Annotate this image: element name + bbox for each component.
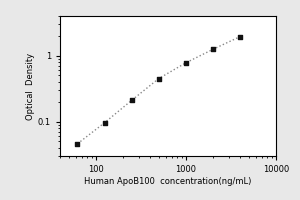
Point bbox=[102, 121, 107, 124]
Point bbox=[129, 99, 134, 102]
X-axis label: Human ApoB100  concentration(ng/mL): Human ApoB100 concentration(ng/mL) bbox=[84, 177, 252, 186]
Point bbox=[238, 35, 243, 38]
Y-axis label: Optical  Density: Optical Density bbox=[26, 52, 35, 120]
Point bbox=[156, 77, 161, 80]
Point bbox=[75, 142, 80, 145]
Point bbox=[211, 48, 215, 51]
Point bbox=[184, 61, 188, 64]
